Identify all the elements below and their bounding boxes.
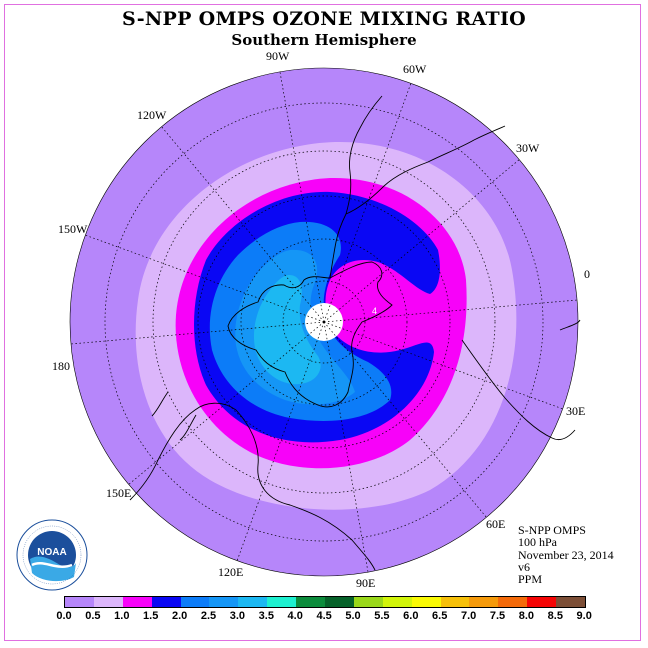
- colorbar-swatch: [267, 597, 297, 607]
- lon-label-60e: 60E: [486, 517, 506, 531]
- lon-label-30w: 30W: [516, 141, 540, 155]
- map-boundary: [69, 67, 579, 577]
- south-america-coast: [345, 95, 506, 215]
- colorbar-swatch: [382, 597, 412, 607]
- colorbar-ticks: 0.0 0.5 1.0 1.5 2.0 2.5 3.0 3.5 4.0 4.5 5.0 5.5 6.0 6…: [0, 610, 648, 626]
- info-block: S-NPP OMPS 100 hPa November 23, 2014 v6 …: [518, 523, 614, 587]
- lon-label-150e: 150E: [106, 486, 132, 500]
- colorbar-swatch: [440, 597, 470, 607]
- colorbar-tick-label: 0.0: [56, 610, 72, 622]
- colorbar-tick-label: 9.0: [576, 610, 592, 622]
- info-units: PPM: [518, 572, 543, 587]
- colorbar-swatch: [238, 597, 268, 607]
- page-subtitle: Southern Hemisphere: [231, 31, 417, 49]
- colorbar-swatch: [469, 597, 499, 607]
- lon-label-150w: 150W: [58, 222, 88, 236]
- colorbar-swatch: [527, 597, 557, 607]
- colorbar-tick-label: 5.5: [374, 610, 390, 622]
- page-title: S-NPP OMPS OZONE MIXING RATIO: [121, 8, 527, 30]
- lon-label-30e: 30E: [566, 404, 586, 418]
- lon-label-90e: 90E: [356, 576, 376, 590]
- colorbar-swatch: [93, 597, 123, 607]
- colorbar-swatch: [353, 597, 383, 607]
- figure-frame: [4, 4, 641, 641]
- colorbar-tick-label: 4.5: [316, 610, 332, 622]
- meridians: [70, 71, 578, 573]
- colorbar-tick-label: 2.0: [171, 610, 188, 622]
- colorbar-tick-label: 5.0: [345, 610, 361, 622]
- colorbar-tick-label: 7.0: [460, 610, 477, 622]
- colorbar-swatch: [151, 597, 181, 607]
- colorbar-tick-label: 8.0: [518, 610, 535, 622]
- lon-label-120w: 120W: [137, 108, 167, 122]
- lon-label-0: 0: [584, 267, 590, 281]
- new-zealand-coast: [151, 391, 197, 441]
- colorbar-swatch: [325, 597, 354, 607]
- colorbar-tick-label: 6.5: [432, 610, 448, 622]
- lon-label-120e: 120E: [218, 565, 244, 579]
- colorbar-swatch: [180, 597, 210, 607]
- colorbar: [64, 596, 587, 608]
- logo-text: NOAA: [37, 547, 66, 558]
- colorbar-tick-label: 0.5: [85, 610, 101, 622]
- max-marker: 4: [372, 306, 377, 316]
- colorbar-tick-label: 1.0: [114, 610, 130, 622]
- colorbar-tick-label: 3.0: [229, 610, 246, 622]
- info-level: 100 hPa: [518, 535, 557, 550]
- latitude-circles: [104, 102, 544, 542]
- coastlines: [129, 95, 581, 571]
- australia-coast: [129, 402, 376, 571]
- colorbar-tick-label: 2.5: [200, 610, 217, 622]
- info-date: November 23, 2014: [518, 547, 614, 562]
- colorbar-tick-label: 4.0: [287, 610, 303, 622]
- colorbar-swatch: [296, 597, 326, 607]
- colorbar-tick-label: 3.5: [258, 610, 274, 622]
- colorbar-swatch: [556, 597, 586, 607]
- lon-label-90w: 90W: [266, 49, 290, 63]
- colorbar-swatch: [411, 597, 441, 607]
- lon-label-60w: 60W: [403, 62, 427, 76]
- colorbar-swatch: [498, 597, 528, 607]
- colorbar-tick-label: 7.5: [489, 610, 506, 622]
- colorbar-tick-label: 8.5: [547, 610, 563, 622]
- noaa-logo: NOAA: [16, 519, 88, 591]
- antarctic-peninsula: [329, 213, 347, 279]
- lon-label-180: 180: [52, 359, 70, 373]
- info-instrument: S-NPP OMPS: [518, 523, 586, 537]
- colorbar-swatch: [122, 597, 152, 607]
- colorbar-tick-label: 1.5: [143, 610, 159, 622]
- colorbar-swatch: [65, 597, 94, 607]
- info-version: v6: [518, 559, 530, 574]
- colorbar-swatch: [209, 597, 239, 607]
- antarctica-coast: [227, 261, 393, 408]
- africa-coast: [461, 319, 581, 441]
- colorbar-tick-label: 6.0: [403, 610, 419, 622]
